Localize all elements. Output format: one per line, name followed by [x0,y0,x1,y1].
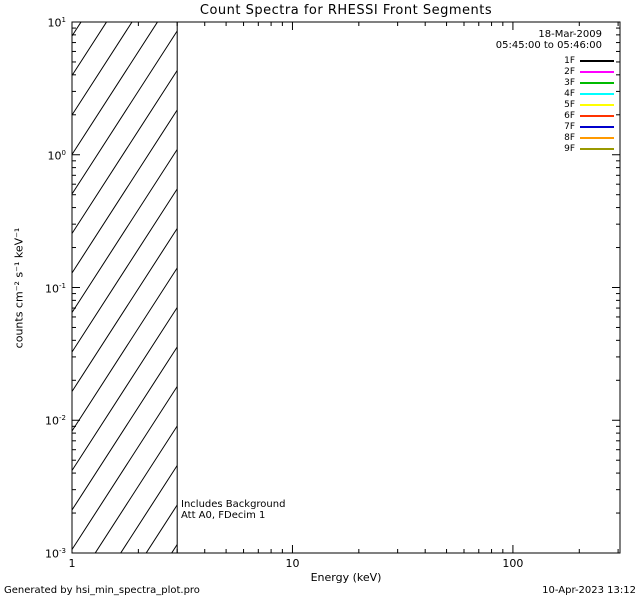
legend-item: 9F [564,143,614,154]
legend-label: 1F [564,55,575,66]
legend-color-line [580,136,614,139]
y-tick-label: 10-1 [45,281,66,296]
legend-color-line [580,147,614,150]
y-tick-label: 10-2 [45,414,66,428]
legend-label: 8F [564,132,575,143]
legend-item: 1F [564,55,614,66]
legend: 1F 2F 3F 4F 5F 6F 7F 8F 9F [564,55,614,154]
legend-item: 6F [564,110,614,121]
x-axis-label: Energy (keV) [310,571,382,584]
annotation-attenuator: Att A0, FDecim 1 [181,510,266,521]
legend-label: 9F [564,143,575,154]
legend-label: 7F [564,121,575,132]
legend-label: 2F [564,66,575,77]
chart-title: Count Spectra for RHESSI Front Segments [199,3,493,18]
legend-label: 6F [564,110,575,121]
legend-color-line [580,92,614,95]
annotation-background: Includes Background [181,499,286,510]
y-tick-label: 101 [47,16,66,30]
legend-item: 8F [564,132,614,143]
legend-item: 5F [564,99,614,110]
plot-annotations: Includes Background Att A0, FDecim 1 [181,499,285,521]
x-tick-label: 1 [68,557,76,570]
legend-color-line [580,125,614,128]
legend-label: 5F [564,99,575,110]
legend-label: 3F [564,77,575,88]
generation-timestamp: 10-Apr-2023 13:12 [542,585,636,596]
legend-item: 3F [564,77,614,88]
y-tick-label: 100 [47,148,66,163]
legend-color-line [580,81,614,84]
legend-item: 4F [564,88,614,99]
x-tick-label: 10 [285,557,300,570]
legend-item: 7F [564,121,614,132]
axis-ticks [71,21,620,554]
legend-label: 4F [564,88,575,99]
legend-color-line [580,59,614,62]
y-tick-label: 10-3 [45,547,66,561]
x-tick-label: 100 [502,557,524,570]
generator-credit: Generated by hsi_min_spectra_plot.pro [4,585,200,596]
legend-color-line [580,70,614,73]
legend-item: 2F [564,66,614,77]
hatched-region [72,22,178,553]
legend-color-line [580,103,614,106]
observation-time-range: 05:45:00 to 05:46:00 [495,40,602,51]
observation-date: 18-Mar-2009 [538,29,602,40]
legend-color-line [580,114,614,117]
plot-frame [71,21,621,554]
